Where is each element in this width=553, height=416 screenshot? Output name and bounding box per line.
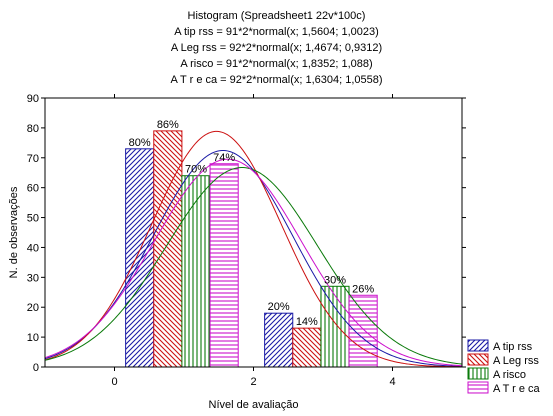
- bar-value-label: 14%: [296, 316, 318, 328]
- y-tick-label: 30: [27, 272, 39, 284]
- y-tick-label: 60: [27, 183, 39, 195]
- bars-layer: [125, 130, 378, 368]
- bar-a-t-r-e-ca-1: [348, 294, 378, 368]
- chart-subtitle-2: A Leg rss = 92*2*normal(x; 1,4674; 0,931…: [170, 42, 383, 54]
- legend-label: A tip rss: [493, 341, 533, 353]
- x-tick-label: 0: [111, 376, 117, 388]
- chart-subtitle-1: A tip rss = 91*2*normal(x; 1,5604; 1,002…: [174, 26, 379, 38]
- y-tick-label: 80: [27, 123, 39, 135]
- chart-title: Histogram (Spreadsheet1 22v*100c): [187, 10, 366, 22]
- y-tick-label: 10: [27, 332, 39, 344]
- y-tick-label: 70: [27, 153, 39, 165]
- bar-a-leg-rss-0: [153, 130, 183, 368]
- bar-value-label: 26%: [352, 283, 374, 295]
- fit-curve-a-tip-rss: [44, 149, 463, 367]
- bar-value-label: 86%: [157, 119, 179, 131]
- bar-value-label: 74%: [213, 152, 235, 164]
- bar-labels-layer: 80% 86% 70% 74% 20% 14% 30% 26%: [129, 119, 375, 328]
- bar-a-risco-1: [320, 285, 350, 368]
- x-tick-label: 2: [250, 376, 256, 388]
- y-axis-label: N. de observações: [8, 186, 20, 278]
- bar-a-leg-rss-1: [292, 327, 322, 368]
- y-tick-label: 0: [33, 362, 39, 374]
- chart-title-block: Histogram (Spreadsheet1 22v*100c) A tip …: [0, 8, 553, 88]
- chart-subtitle-3: A risco = 91*2*normal(x; 1,8352; 1,088): [180, 58, 373, 70]
- x-axis-label: Nível de avaliação: [209, 399, 299, 411]
- legend-swatch: [467, 339, 489, 352]
- legend: A tip rss A Leg rss A risco A T r e ca: [467, 339, 541, 395]
- bar-value-label: 70%: [185, 164, 207, 176]
- bar-a-tip-rss-0: [125, 148, 155, 368]
- y-tick-label: 40: [27, 242, 39, 254]
- chart-subtitle-4: A T r e ca = 92*2*normal(x; 1,6304; 1,05…: [170, 74, 383, 86]
- legend-swatch: [467, 381, 489, 394]
- axes-layer: 0 10 20 30 40 50 60 70 80 90 0 2 4 Nível de avaliação…: [8, 93, 466, 411]
- fit-curve-a-t-r-e-ca: [44, 158, 463, 367]
- fit-curve-a-risco: [44, 167, 463, 365]
- fit-curve-a-leg-rss: [44, 130, 463, 368]
- bar-value-label: 30%: [324, 274, 346, 286]
- y-tick-label: 20: [27, 302, 39, 314]
- legend-swatch: [467, 353, 489, 366]
- bar-a-tip-rss-1: [264, 312, 294, 368]
- bar-a-t-r-e-ca-0: [209, 163, 239, 368]
- bar-a-risco-0: [181, 175, 211, 368]
- legend-swatch: [467, 367, 489, 380]
- fit-curves-layer: [44, 130, 463, 368]
- bar-value-label: 80%: [129, 137, 151, 149]
- legend-label: A risco: [493, 369, 526, 381]
- y-tick-label: 50: [27, 213, 39, 225]
- x-tick-label: 4: [389, 376, 395, 388]
- legend-label: A T r e ca: [493, 383, 541, 395]
- y-tick-label: 90: [27, 93, 39, 105]
- legend-label: A Leg rss: [493, 355, 539, 367]
- bar-value-label: 20%: [268, 301, 290, 313]
